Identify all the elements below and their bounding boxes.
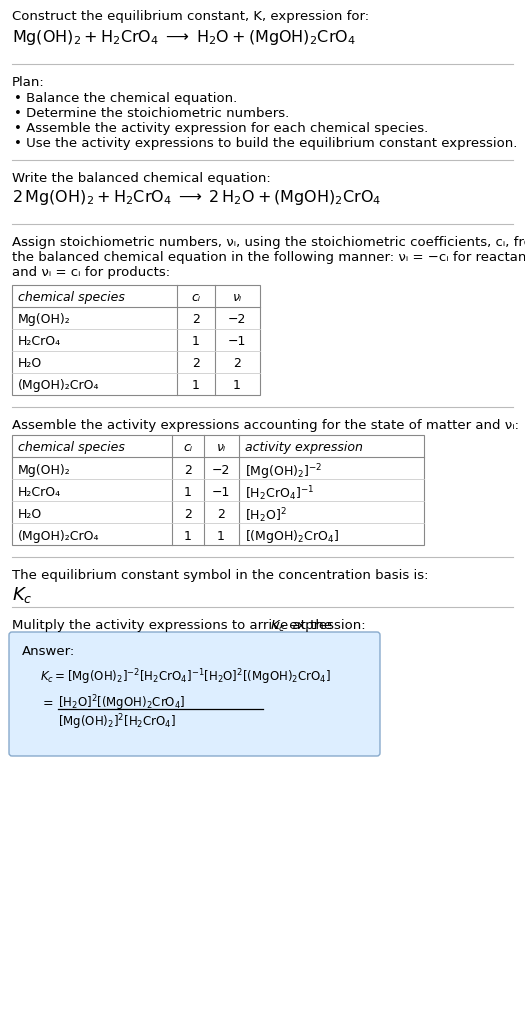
Text: • Use the activity expressions to build the equilibrium constant expression.: • Use the activity expressions to build … [14, 136, 517, 150]
Text: cᵢ: cᵢ [183, 440, 193, 454]
Text: chemical species: chemical species [18, 291, 125, 304]
Text: cᵢ: cᵢ [192, 291, 201, 304]
Text: Assign stoichiometric numbers, νᵢ, using the stoichiometric coefficients, cᵢ, fr: Assign stoichiometric numbers, νᵢ, using… [12, 236, 525, 249]
Text: Mg(OH)₂: Mg(OH)₂ [18, 464, 71, 477]
Text: 2: 2 [217, 508, 225, 521]
FancyBboxPatch shape [9, 632, 380, 756]
Text: chemical species: chemical species [18, 440, 125, 454]
Text: H₂O: H₂O [18, 508, 42, 521]
Text: Mg(OH)₂: Mg(OH)₂ [18, 313, 71, 326]
Text: $[\mathrm{Mg(OH)_2}]^{-2}$: $[\mathrm{Mg(OH)_2}]^{-2}$ [245, 462, 322, 482]
Text: • Balance the chemical equation.: • Balance the chemical equation. [14, 92, 237, 105]
Text: −2: −2 [212, 464, 230, 477]
Text: $[\mathrm{Mg(OH)_2}]^{2}[\mathrm{H_2CrO_4}]$: $[\mathrm{Mg(OH)_2}]^{2}[\mathrm{H_2CrO_… [58, 712, 176, 732]
Text: 2: 2 [184, 464, 192, 477]
Text: −1: −1 [228, 335, 246, 348]
Text: 2: 2 [192, 357, 200, 370]
Text: −2: −2 [228, 313, 246, 326]
Text: 1: 1 [217, 530, 225, 543]
Text: H₂CrO₄: H₂CrO₄ [18, 335, 61, 348]
Text: Mulitply the activity expressions to arrive at the: Mulitply the activity expressions to arr… [12, 619, 337, 632]
Text: 1: 1 [184, 530, 192, 543]
Text: 1: 1 [192, 379, 200, 392]
Text: νᵢ: νᵢ [216, 440, 226, 454]
Text: • Determine the stoichiometric numbers.: • Determine the stoichiometric numbers. [14, 107, 289, 120]
Text: expression:: expression: [285, 619, 365, 632]
Text: $[\mathrm{H_2O}]^{2}[(\mathrm{MgOH})_2\mathrm{CrO_4}]$: $[\mathrm{H_2O}]^{2}[(\mathrm{MgOH})_2\m… [58, 693, 185, 712]
Text: $K_c$: $K_c$ [269, 619, 285, 634]
Text: Write the balanced chemical equation:: Write the balanced chemical equation: [12, 172, 271, 185]
Text: H₂O: H₂O [18, 357, 42, 370]
Text: Plan:: Plan: [12, 77, 45, 89]
Text: $=$: $=$ [40, 695, 54, 708]
Text: 2: 2 [184, 508, 192, 521]
Text: νᵢ: νᵢ [233, 291, 242, 304]
Text: $[\mathrm{H_2O}]^{2}$: $[\mathrm{H_2O}]^{2}$ [245, 506, 287, 524]
Text: (MgOH)₂CrO₄: (MgOH)₂CrO₄ [18, 379, 100, 392]
Text: (MgOH)₂CrO₄: (MgOH)₂CrO₄ [18, 530, 100, 543]
Text: −1: −1 [212, 486, 230, 499]
Text: $\mathrm{Mg(OH)_2 + H_2CrO_4 \;\longrightarrow\; H_2O + (MgOH)_2CrO_4}$: $\mathrm{Mg(OH)_2 + H_2CrO_4 \;\longrigh… [12, 28, 356, 47]
Text: $K_c$: $K_c$ [12, 585, 33, 605]
Bar [12, 435, 424, 545]
Text: the balanced chemical equation in the following manner: νᵢ = −cᵢ for reactants: the balanced chemical equation in the fo… [12, 251, 525, 264]
Text: 2: 2 [192, 313, 200, 326]
Text: and νᵢ = cᵢ for products:: and νᵢ = cᵢ for products: [12, 266, 170, 279]
Text: $[\mathrm{H_2CrO_4}]^{-1}$: $[\mathrm{H_2CrO_4}]^{-1}$ [245, 484, 314, 503]
Text: 1: 1 [184, 486, 192, 499]
Text: Construct the equilibrium constant, K, expression for:: Construct the equilibrium constant, K, e… [12, 10, 369, 23]
Text: Answer:: Answer: [22, 645, 75, 658]
Text: H₂CrO₄: H₂CrO₄ [18, 486, 61, 499]
Text: $[(\mathrm{MgOH})_2\mathrm{CrO_4}]$: $[(\mathrm{MgOH})_2\mathrm{CrO_4}]$ [245, 528, 339, 545]
Text: $K_c = [\mathrm{Mg(OH)_2}]^{-2}[\mathrm{H_2CrO_4}]^{-1}[\mathrm{H_2O}]^{2}[(\mat: $K_c = [\mathrm{Mg(OH)_2}]^{-2}[\mathrm{… [40, 667, 331, 687]
Text: $\mathrm{2\,Mg(OH)_2 + H_2CrO_4 \;\longrightarrow\; 2\,H_2O + (MgOH)_2CrO_4}$: $\mathrm{2\,Mg(OH)_2 + H_2CrO_4 \;\longr… [12, 188, 382, 207]
Text: 1: 1 [233, 379, 241, 392]
Text: 2: 2 [233, 357, 241, 370]
Text: activity expression: activity expression [245, 440, 363, 454]
Text: 1: 1 [192, 335, 200, 348]
Text: The equilibrium constant symbol in the concentration basis is:: The equilibrium constant symbol in the c… [12, 569, 428, 582]
Bar [12, 285, 260, 395]
Text: Assemble the activity expressions accounting for the state of matter and νᵢ:: Assemble the activity expressions accoun… [12, 419, 519, 432]
Text: • Assemble the activity expression for each chemical species.: • Assemble the activity expression for e… [14, 122, 428, 135]
